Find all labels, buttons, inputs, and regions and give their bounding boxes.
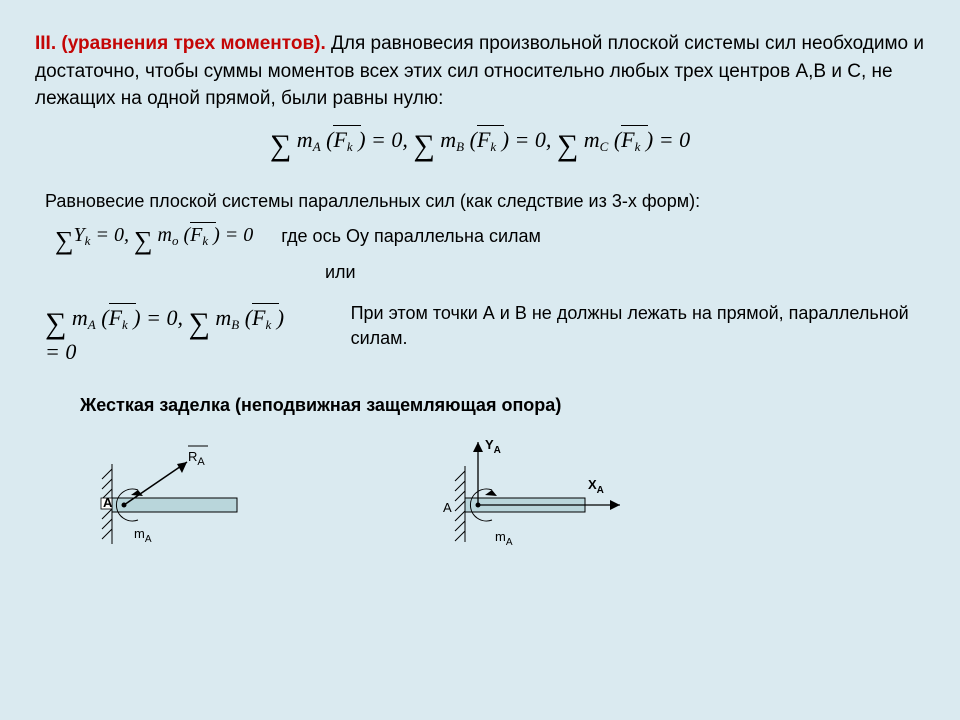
d1-m: mA: [134, 526, 152, 545]
d1-point-A: A: [103, 495, 113, 510]
equation-2: ∑Yk = 0, ∑ mo (Fk ) = 0: [55, 220, 253, 254]
title: III. (уравнения трех моментов).: [35, 33, 326, 54]
d1-R: RA: [188, 449, 205, 468]
parallel-forces-intro: Равновесие плоской системы параллельных …: [45, 191, 925, 212]
or-label: или: [325, 262, 925, 283]
equation-3: ∑ mA (Fk ) = 0, ∑ mB (Fk ) = 0: [45, 301, 301, 365]
d2-Y: YA: [485, 437, 501, 456]
equation-1: ∑ mA (Fk ) = 0, ∑ mB (Fk ) = 0, ∑ mC (Fk…: [35, 127, 925, 161]
d2-A: A: [443, 500, 452, 515]
intro-paragraph: III. (уравнения трех моментов). Для равн…: [35, 30, 925, 113]
fixed-support-heading: Жесткая заделка (неподвижная защемляющая…: [80, 395, 925, 416]
d2-m: mA: [495, 529, 513, 548]
eq3-note: При этом точки А и В не должны лежать на…: [351, 301, 925, 351]
d2-X: XA: [588, 477, 604, 496]
diagram-fixed-support-1: A RA mA: [80, 434, 260, 564]
diagram-fixed-support-2: YA XA A mA: [410, 434, 640, 564]
eq2-note: где ось Оу параллельна силам: [281, 220, 541, 247]
